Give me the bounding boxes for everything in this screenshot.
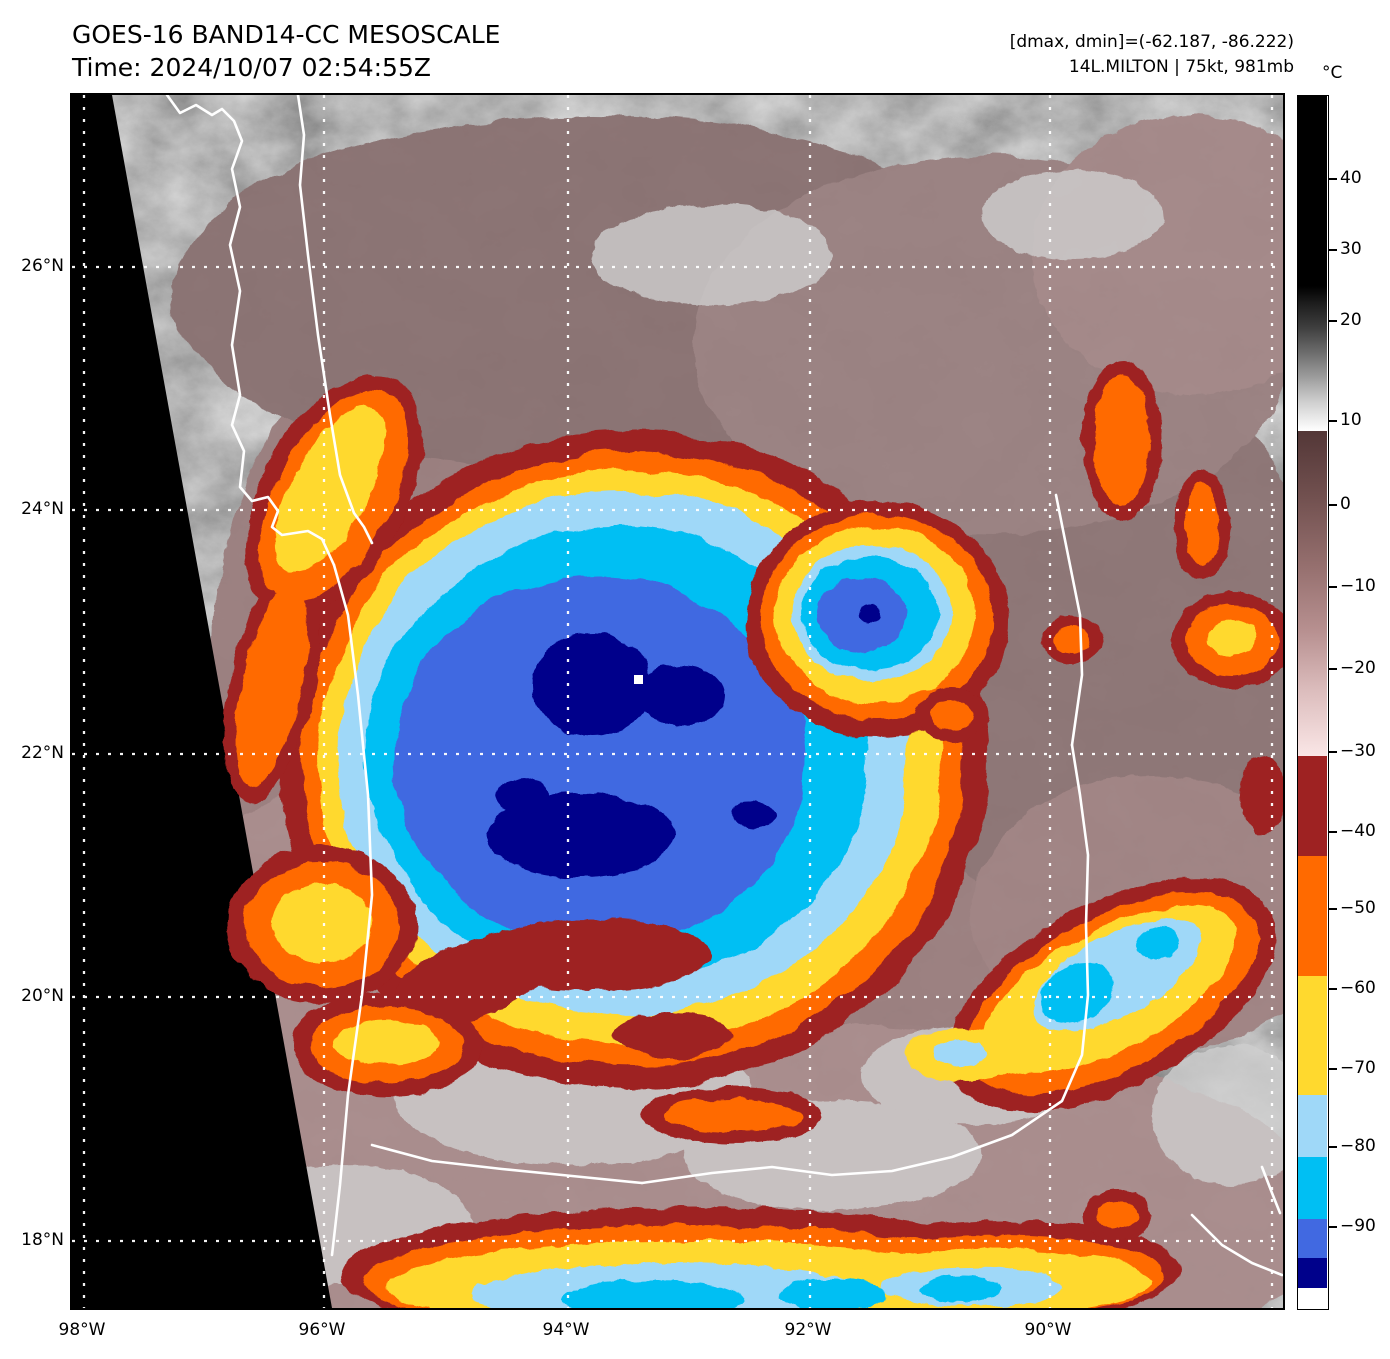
cb-label-m80: −80 (1340, 1136, 1376, 1156)
cb-tick-mark (1329, 249, 1337, 251)
cb-tick-mark (1329, 320, 1337, 322)
x-tick-96w: 96°W (298, 1320, 346, 1340)
cb-tick-mark (1329, 420, 1337, 422)
cb-tick-mark (1329, 751, 1337, 753)
cb-tick-mark (1329, 504, 1337, 506)
title-block: GOES-16 BAND14-CC MESOSCALE Time: 2024/1… (72, 18, 500, 84)
storm-info-label: 14L.MILTON | 75kt, 981mb (1068, 57, 1294, 77)
graticule (72, 95, 1283, 1308)
cb-tick-mark (1329, 586, 1337, 588)
cb-tick-mark (1329, 908, 1337, 910)
x-tick-92w: 92°W (784, 1320, 832, 1340)
x-tick-98w: 98°W (58, 1320, 106, 1340)
satellite-imagery (72, 95, 1283, 1308)
colorbar-unit-label: °C (1322, 63, 1343, 83)
cb-label-10: 10 (1340, 410, 1362, 430)
cb-label-0: 0 (1340, 494, 1351, 514)
convective-cell-se (904, 877, 1277, 1113)
cb-label-20: 20 (1340, 310, 1362, 330)
colorbar[interactable] (1297, 95, 1329, 1310)
cb-label-m10: −10 (1340, 576, 1376, 596)
cb-label-m90: −90 (1340, 1216, 1376, 1236)
cb-label-m50: −50 (1340, 898, 1376, 918)
storm-center-marker (634, 675, 643, 684)
cb-tick-mark (1329, 1226, 1337, 1228)
x-tick-94w: 94°W (542, 1320, 590, 1340)
cb-tick-mark (1329, 988, 1337, 990)
scattered-cells-east (916, 360, 1283, 1241)
y-tick-20n: 20°N (21, 986, 64, 1006)
cb-tick-mark (1329, 178, 1337, 180)
colorbar-gradient (1298, 96, 1327, 1308)
cb-tick-mark (1329, 1146, 1337, 1148)
y-tick-24n: 24°N (21, 499, 64, 519)
spiral-bands-west (223, 375, 822, 1143)
timestamp-label: Time: 2024/10/07 02:54:55Z (72, 53, 431, 82)
y-tick-26n: 26°N (21, 256, 64, 276)
x-tick-90w: 90°W (1024, 1320, 1072, 1340)
cb-label-m20: −20 (1340, 658, 1376, 678)
cb-label-m30: −30 (1340, 741, 1376, 761)
cb-tick-mark (1329, 1068, 1337, 1070)
satellite-image-panel[interactable]: Copyright © 2020-2024 Dapiya (70, 93, 1285, 1310)
dmax-dmin-label: [dmax, dmin]=(-62.187, -86.222) (1009, 32, 1294, 52)
y-tick-22n: 22°N (21, 743, 64, 763)
cb-tick-mark (1329, 831, 1337, 833)
cb-label-m40: −40 (1340, 821, 1376, 841)
coastline-overlay (165, 95, 1283, 1277)
y-tick-18n: 18°N (21, 1230, 64, 1250)
metadata-block: [dmax, dmin]=(-62.187, -86.222) 14L.MILT… (1010, 30, 1294, 80)
southern-squall-line (342, 1207, 1182, 1308)
cb-label-m70: −70 (1340, 1058, 1376, 1078)
cb-label-30: 30 (1340, 239, 1362, 259)
cb-tick-mark (1329, 668, 1337, 670)
cb-label-40: 40 (1340, 168, 1362, 188)
cb-label-m60: −60 (1340, 978, 1376, 998)
page-title: GOES-16 BAND14-CC MESOSCALE (72, 20, 501, 49)
secondary-cell-ne (745, 502, 1009, 738)
